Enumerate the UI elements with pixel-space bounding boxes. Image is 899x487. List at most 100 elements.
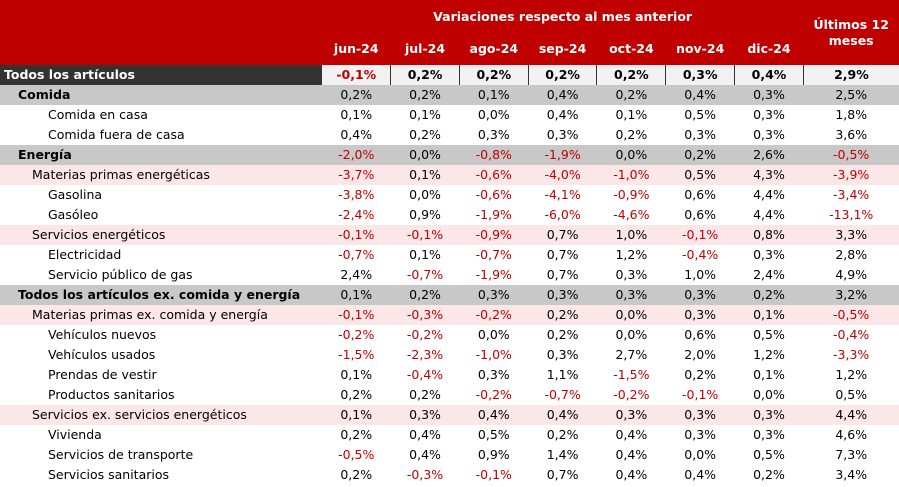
- row-label: Comida en casa: [0, 105, 322, 125]
- month-value-cell: 0,9%: [459, 445, 529, 465]
- table-row: Todos los artículos ex. comida y energía…: [0, 285, 899, 305]
- last12-value-cell: 4,6%: [803, 425, 899, 445]
- month-value-cell: 0,3%: [665, 305, 735, 325]
- month-value-cell: 0,2%: [321, 85, 391, 105]
- month-value-cell: -0,1%: [665, 385, 735, 405]
- row-label: Electricidad: [0, 245, 322, 265]
- month-value-cell: -0,4%: [390, 365, 460, 385]
- last12-value-cell: 3,3%: [803, 225, 899, 245]
- month-value-cell: -0,3%: [390, 465, 460, 485]
- month-value-cell: -1,9%: [459, 265, 529, 285]
- month-value-cell: 0,2%: [596, 85, 666, 105]
- month-value-cell: -0,1%: [459, 465, 529, 485]
- table-row: Servicio público de gas 2,4% -0,7% -1,9% 0,7…: [0, 265, 899, 285]
- month-value-cell: 0,2%: [321, 425, 391, 445]
- month-value-cell: -0,1%: [321, 65, 391, 85]
- last12-value-cell: -0,5%: [803, 145, 899, 165]
- month-value-cell: -0,1%: [321, 225, 391, 245]
- month-value-cell: -0,6%: [459, 165, 529, 185]
- table-body: Todos los artículos -0,1% 0,2% 0,2% 0,2% 0,2%…: [0, 65, 899, 485]
- month-value-cell: 0,2%: [390, 85, 460, 105]
- month-value-cell: 0,3%: [459, 365, 529, 385]
- month-value-cell: 0,4%: [528, 105, 597, 125]
- month-value-cell: 0,3%: [390, 405, 460, 425]
- table-row: Productos sanitarios 0,2% 0,2% -0,2% -0,7% -0…: [0, 385, 899, 405]
- month-value-cell: 0,2%: [390, 285, 460, 305]
- month-value-cell: 0,2%: [390, 385, 460, 405]
- month-value-cell: 0,1%: [596, 105, 666, 125]
- month-value-cell: 1,0%: [665, 265, 735, 285]
- month-value-cell: 2,4%: [321, 265, 391, 285]
- month-value-cell: 0,2%: [528, 325, 597, 345]
- table-row: Materias primas energéticas -3,7% 0,1% -0,6…: [0, 165, 899, 185]
- month-value-cell: 0,1%: [321, 365, 391, 385]
- last12-value-cell: 2,5%: [803, 85, 899, 105]
- month-value-cell: 0,2%: [458, 65, 529, 85]
- month-value-cell: 2,7%: [596, 345, 666, 365]
- month-value-cell: -0,2%: [390, 325, 460, 345]
- month-value-cell: 0,5%: [665, 105, 735, 125]
- table-row: Gasóleo -2,4% 0,9% -1,9% -6,0% -4,6% 0,6% 4,4% -…: [0, 205, 899, 225]
- last12-value-cell: 7,3%: [803, 445, 899, 465]
- month-value-cell: 0,0%: [596, 145, 666, 165]
- month-header: ago-24: [459, 33, 529, 65]
- month-value-cell: 0,4%: [528, 85, 597, 105]
- last12-value-cell: -3,9%: [803, 165, 899, 185]
- month-value-cell: 0,1%: [459, 85, 529, 105]
- month-value-cell: -0,9%: [596, 185, 666, 205]
- month-value-cell: 0,2%: [321, 465, 391, 485]
- last12-value-cell: 2,8%: [803, 245, 899, 265]
- table-row: Servicios de transporte -0,5% 0,4% 0,9% 1,4%…: [0, 445, 899, 465]
- last12-value-cell: 3,4%: [803, 465, 899, 485]
- month-value-cell: 2,0%: [665, 345, 735, 365]
- month-value-cell: -1,9%: [528, 145, 597, 165]
- month-value-cell: 0,4%: [596, 445, 666, 465]
- table-row: Vehículos nuevos -0,2% -0,2% 0,0% 0,2% 0,0% 0,…: [0, 325, 899, 345]
- row-label: Comida fuera de casa: [0, 125, 322, 145]
- month-value-cell: -0,1%: [390, 225, 460, 245]
- month-value-cell: 1,0%: [596, 225, 666, 245]
- month-value-cell: -0,7%: [459, 245, 529, 265]
- month-value-cell: 0,2%: [665, 145, 735, 165]
- month-value-cell: 0,1%: [321, 285, 391, 305]
- row-label: Prendas de vestir: [0, 365, 322, 385]
- last12-value-cell: -3,4%: [803, 185, 899, 205]
- row-label: Vehículos usados: [0, 345, 322, 365]
- month-value-cell: -3,8%: [321, 185, 391, 205]
- month-value-cell: 0,8%: [734, 225, 804, 245]
- month-value-cell: -1,9%: [459, 205, 529, 225]
- month-header: jul-24: [390, 33, 460, 65]
- month-value-cell: 0,5%: [459, 425, 529, 445]
- month-value-cell: -0,4%: [665, 245, 735, 265]
- month-value-cell: -1,5%: [321, 345, 391, 365]
- month-value-cell: 0,4%: [665, 85, 735, 105]
- header-row-months: jun-24 jul-24 ago-24 sep-24 oct-24 nov-2…: [0, 33, 899, 65]
- month-value-cell: 0,3%: [734, 105, 804, 125]
- month-value-cell: 0,0%: [596, 305, 666, 325]
- month-value-cell: 0,0%: [596, 325, 666, 345]
- month-value-cell: 0,4%: [459, 405, 529, 425]
- month-value-cell: 0,3%: [528, 125, 597, 145]
- table-row: Materias primas ex. comida y energía -0,1…: [0, 305, 899, 325]
- row-label: Servicio público de gas: [0, 265, 322, 285]
- month-header: nov-24: [665, 33, 735, 65]
- month-value-cell: 0,3%: [596, 265, 666, 285]
- last12-value-cell: 4,4%: [803, 405, 899, 425]
- month-value-cell: 0,2%: [527, 65, 597, 85]
- month-value-cell: 0,3%: [665, 425, 735, 445]
- row-label: Servicios sanitarios: [0, 465, 322, 485]
- table-row: Comida en casa 0,1% 0,1% 0,0% 0,4% 0,1% 0,5% 0,…: [0, 105, 899, 125]
- month-value-cell: 0,3%: [459, 285, 529, 305]
- month-value-cell: 0,7%: [528, 225, 597, 245]
- month-value-cell: 0,3%: [734, 425, 804, 445]
- month-value-cell: 0,1%: [734, 305, 804, 325]
- month-value-cell: 0,1%: [321, 105, 391, 125]
- row-label: Vivienda: [0, 425, 322, 445]
- month-value-cell: -3,7%: [321, 165, 391, 185]
- month-value-cell: 0,0%: [459, 325, 529, 345]
- table-row: Todos los artículos -0,1% 0,2% 0,2% 0,2% 0,2%…: [0, 65, 899, 85]
- month-value-cell: 0,4%: [321, 125, 391, 145]
- month-value-cell: -0,5%: [321, 445, 391, 465]
- last12-value-cell: -3,3%: [803, 345, 899, 365]
- row-label: Vehículos nuevos: [0, 325, 322, 345]
